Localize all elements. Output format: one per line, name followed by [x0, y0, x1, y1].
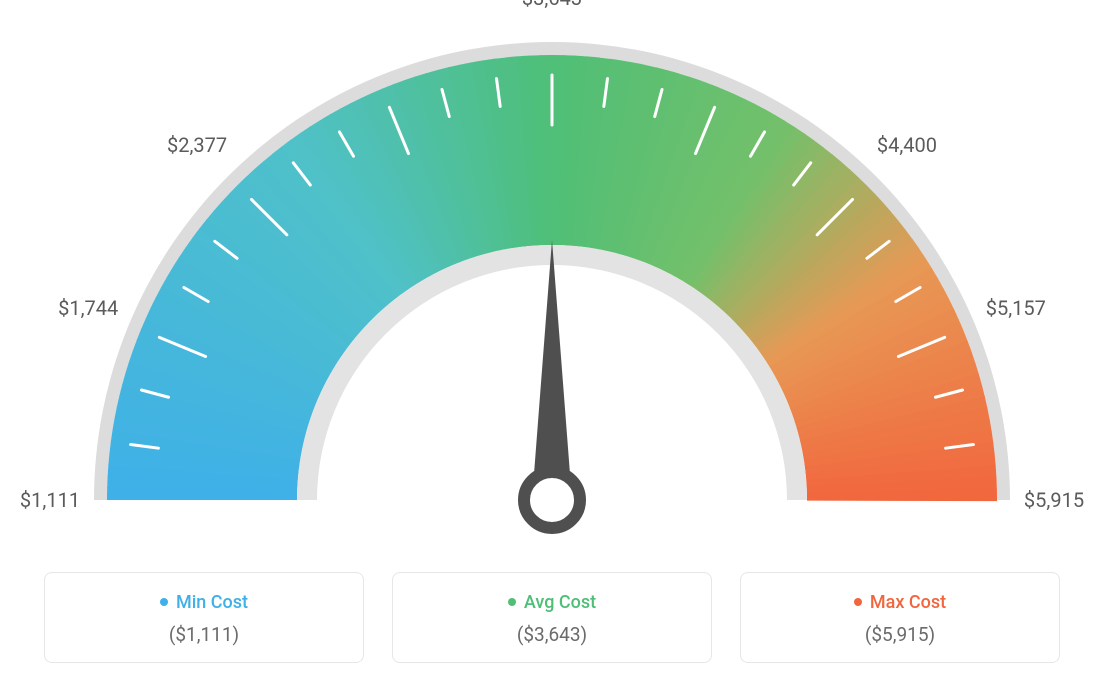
legend-title-avg: Avg Cost [508, 592, 596, 613]
gauge-needle [532, 240, 572, 500]
gauge-needle-hub [524, 472, 580, 528]
gauge-tick-label: $1,111 [20, 488, 80, 512]
gauge-tick-label: $3,643 [522, 0, 582, 10]
legend-value-max: ($5,915) [751, 623, 1049, 646]
legend-value-min: ($1,111) [55, 623, 353, 646]
legend-title-max: Max Cost [854, 592, 946, 613]
legend-card-avg: Avg Cost ($3,643) [392, 572, 712, 663]
gauge-tick-label: $1,744 [58, 296, 118, 320]
legend-card-min: Min Cost ($1,111) [44, 572, 364, 663]
gauge-tick-label: $5,915 [1024, 488, 1084, 512]
gauge-tick-label: $2,377 [167, 133, 227, 157]
gauge-container: $1,111 $1,744 $2,377 $3,643 $4,400 $5,157 $5,9… [0, 0, 1104, 550]
legend-row: Min Cost ($1,111) Avg Cost ($3,643) Max Cost… [0, 572, 1104, 663]
legend-card-max: Max Cost ($5,915) [740, 572, 1060, 663]
gauge-svg [0, 0, 1104, 560]
gauge-tick-label: $5,157 [986, 296, 1046, 320]
legend-title-min: Min Cost [160, 592, 248, 613]
gauge-tick-label: $4,400 [877, 133, 937, 157]
legend-value-avg: ($3,643) [403, 623, 701, 646]
